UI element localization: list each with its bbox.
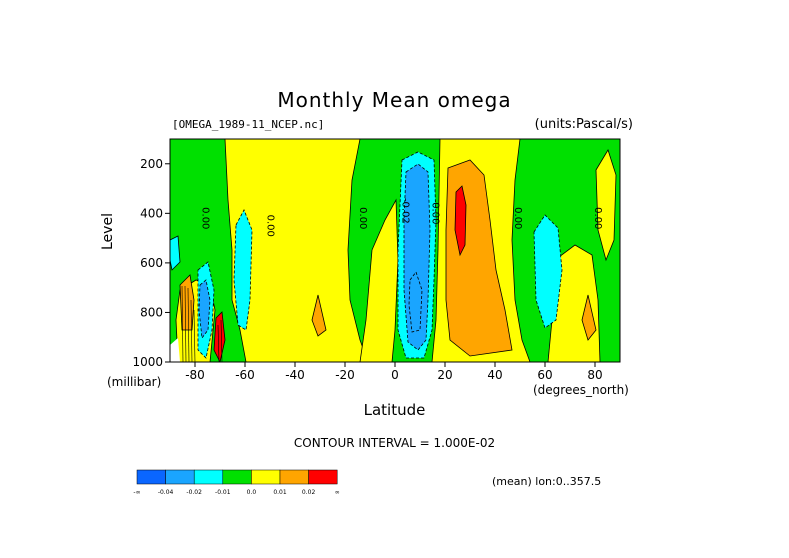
x-axis-label: Latitude <box>363 401 426 419</box>
colorbar-label: 0.02 <box>302 489 316 496</box>
contour-label: 0.00 <box>265 215 276 237</box>
colorbar-swatch <box>308 469 338 485</box>
y-tick-label: 1000 <box>132 355 163 369</box>
field-red-sp <box>213 311 226 362</box>
mean-note: (mean) lon:0..357.5 <box>492 475 602 488</box>
contour-labels: 0.00 0.00 0.00 -0.02 0.00 0.00 0.00 <box>200 198 604 237</box>
colorbar-label: -0.02 <box>186 489 202 496</box>
field-yellow-sh <box>224 139 369 362</box>
colorbar-label: -0.01 <box>215 489 231 496</box>
contour-label: 0.00 <box>357 207 368 229</box>
contour-label: 0.00 <box>200 207 211 229</box>
colorbar-label: -0.04 <box>158 489 174 496</box>
field-cyan-sh <box>233 209 253 331</box>
contour-neg-eq-inner <box>408 271 423 333</box>
x-axis-unit: (degrees_north) <box>533 383 629 397</box>
contour-label: 0.00 <box>512 207 523 229</box>
colorbar-swatch <box>251 469 281 485</box>
contour-label: -0.02 <box>400 198 411 224</box>
contour-fill-area <box>170 139 620 362</box>
x-tick-label: 20 <box>437 368 452 382</box>
colorbar-swatch <box>222 469 252 485</box>
field-red-nh <box>454 185 467 257</box>
x-tick-label: 0 <box>391 368 399 382</box>
y-tick-label: 800 <box>140 305 163 319</box>
y-axis-unit: (millibar) <box>107 375 162 389</box>
units-label: (units:Pascal/s) <box>534 117 633 132</box>
field-blue-eq <box>403 163 431 351</box>
y-tick-label: 200 <box>140 157 163 171</box>
colorbar-label: ∞ <box>335 489 340 496</box>
field-orange-spot1 <box>311 294 327 337</box>
field-yellow-np <box>595 149 617 262</box>
colorbar-swatch <box>279 469 309 485</box>
y-tick-label: 600 <box>140 256 163 270</box>
x-tick-label: 80 <box>587 368 602 382</box>
contour-interval-text: CONTOUR INTERVAL = 1.000E-02 <box>293 436 496 450</box>
x-tick-label: 60 <box>537 368 552 382</box>
topography-mask <box>170 338 180 362</box>
dataset-label: [OMEGA_1989-11_NCEP.nc] <box>172 118 325 131</box>
field-orange-spot2 <box>581 294 597 341</box>
y-axis-label: Level <box>100 213 116 250</box>
colorbar-label: 0.0 <box>247 489 257 496</box>
field-cyan-nh <box>533 214 563 329</box>
colorbar-swatch <box>136 469 166 485</box>
field-blue-sp <box>198 279 211 340</box>
x-tick-label: -20 <box>335 368 355 382</box>
dense-contours-south <box>181 285 223 362</box>
x-tick-label: -40 <box>285 368 305 382</box>
field-cyan-edge <box>170 235 181 271</box>
colorbar-label: -∞ <box>133 489 140 496</box>
contour-label: 0.00 <box>430 202 441 224</box>
colorbar-label: 0.01 <box>273 489 287 496</box>
x-tick-label: -60 <box>235 368 255 382</box>
axis-ticks: -80 -60 -40 -20 0 20 40 60 80 200 400 600 800 1000 <box>132 157 602 382</box>
colorbar-swatch <box>165 469 195 485</box>
contour-label: 0.00 <box>592 207 603 229</box>
colorbar-swatch <box>193 469 224 485</box>
x-tick-label: -80 <box>185 368 205 382</box>
chart-title: Monthly Mean omega <box>277 88 512 112</box>
y-tick-label: 400 <box>140 206 163 220</box>
colorbar: -∞ -0.04 -0.02 -0.01 0.0 0.01 0.02 ∞ <box>133 469 340 496</box>
field-yellow-eq <box>359 198 399 362</box>
field-orange-sp <box>179 274 195 331</box>
x-tick-label: 40 <box>487 368 502 382</box>
